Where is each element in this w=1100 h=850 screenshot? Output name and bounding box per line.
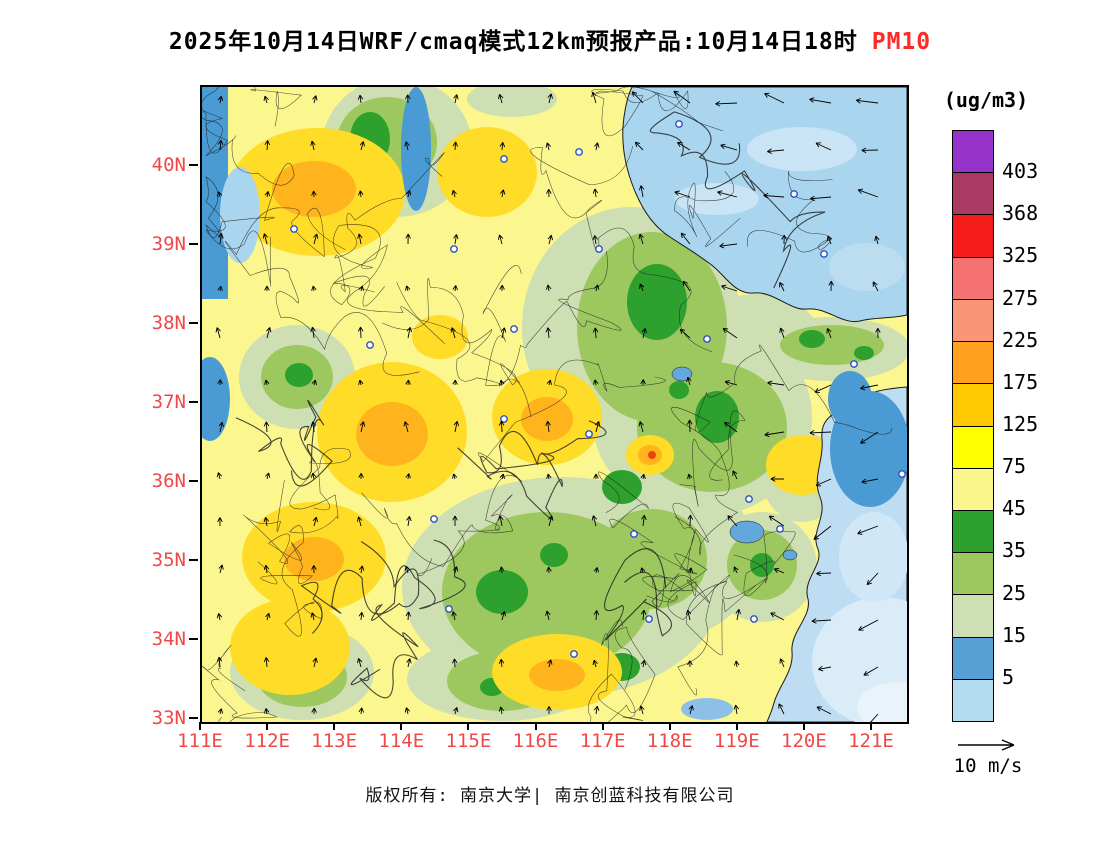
colorbar-cell	[953, 678, 993, 722]
axis-tick	[189, 243, 198, 245]
station-markers	[290, 120, 906, 658]
colorbar-level-label: 175	[1002, 369, 1039, 394]
wind-legend: 10 m/s	[946, 736, 1030, 777]
wind-reference-arrow-icon	[958, 739, 1015, 751]
lon-tick-label: 120E	[781, 730, 827, 752]
colorbar-cell	[953, 467, 993, 510]
colorbar-cell	[953, 509, 993, 553]
lon-tick-label: 117E	[579, 730, 626, 752]
lakes	[671, 366, 798, 720]
colorbar-level-label: 225	[1002, 327, 1039, 352]
colorbar-level-label: 325	[1002, 243, 1039, 268]
axis-tick	[189, 322, 198, 324]
colorbar-level-label: 45	[1002, 496, 1027, 521]
forecast-map	[202, 87, 907, 722]
map-area	[200, 85, 909, 724]
lon-tick-label: 118E	[646, 730, 693, 752]
colorbar-cell	[953, 636, 993, 679]
colorbar-cell	[953, 341, 993, 384]
colorbar-cell	[953, 172, 993, 215]
lon-tick-label: 114E	[378, 730, 425, 752]
axis-tick	[189, 717, 198, 719]
colorbar-level-label: 5	[1002, 664, 1015, 689]
colorbar-cell	[953, 298, 993, 342]
contour-dark-green	[285, 112, 874, 696]
copyright: 版权所有: 南京大学| 南京创蓝科技有限公司	[365, 786, 735, 806]
colorbar-level-label: 403	[1002, 159, 1039, 184]
lon-tick-label: 115E	[445, 730, 492, 752]
lat-tick-label: 38N	[151, 312, 186, 334]
lon-tick-label: 116E	[512, 730, 559, 752]
contour-amber	[272, 118, 770, 691]
axis-tick	[189, 638, 198, 640]
lat-tick-label: 33N	[151, 707, 186, 729]
colorbar-cell	[953, 383, 993, 426]
lat-tick-label: 36N	[151, 470, 186, 492]
figure-title: 2025年10月14日WRF/cmaq模式12km预报产品:10月14日18时 P…	[0, 22, 1100, 56]
axis-tick	[189, 559, 198, 561]
colorbar-cell	[953, 594, 993, 637]
lat-tick-label: 35N	[151, 549, 186, 571]
colorbar-cell	[953, 214, 993, 257]
colorbar-level-label: 368	[1002, 201, 1039, 226]
lat-tick-label: 40N	[151, 154, 186, 176]
colorbar-level-label: 275	[1002, 285, 1039, 310]
colorbar-level-label: 75	[1002, 454, 1027, 479]
colorbar-cell	[953, 425, 993, 468]
lon-tick-label: 113E	[311, 730, 358, 752]
colorbar-level-label: 125	[1002, 412, 1039, 436]
contour-light-blue	[220, 167, 260, 263]
colorbar-units: (ug/m3)	[943, 88, 1029, 112]
title-text: 2025年10月14日WRF/cmaq模式12km预报产品:10月14日18时	[168, 29, 858, 55]
colorbar-cell	[953, 131, 993, 173]
axis-tick	[189, 164, 198, 166]
axis-tick	[189, 480, 198, 482]
colorbar-cell	[953, 256, 993, 299]
contour-hotspot	[648, 451, 656, 459]
lon-tick-label: 112E	[244, 730, 290, 752]
colorbar-level-label: 35	[1002, 538, 1027, 563]
wind-speed-label: 10 m/s	[953, 755, 1023, 777]
wind-arrows	[215, 90, 881, 722]
lon-tick-label: 111E	[177, 730, 223, 752]
colorbar-level-label: 25	[1002, 580, 1027, 605]
admin-boundaries	[202, 87, 893, 722]
lon-tick-label: 119E	[713, 730, 760, 752]
title-species-label: PM10	[871, 29, 932, 55]
lat-tick-label: 37N	[151, 391, 186, 413]
axis-tick	[189, 401, 198, 403]
colorbar-level-label: 15	[1002, 622, 1027, 647]
lat-tick-label: 39N	[151, 233, 186, 255]
sea-light-patches	[675, 127, 907, 722]
colorbar-cell	[953, 552, 993, 595]
lon-tick-label: 121E	[848, 730, 894, 752]
lat-tick-label: 34N	[151, 628, 186, 650]
colorbar	[952, 130, 994, 722]
